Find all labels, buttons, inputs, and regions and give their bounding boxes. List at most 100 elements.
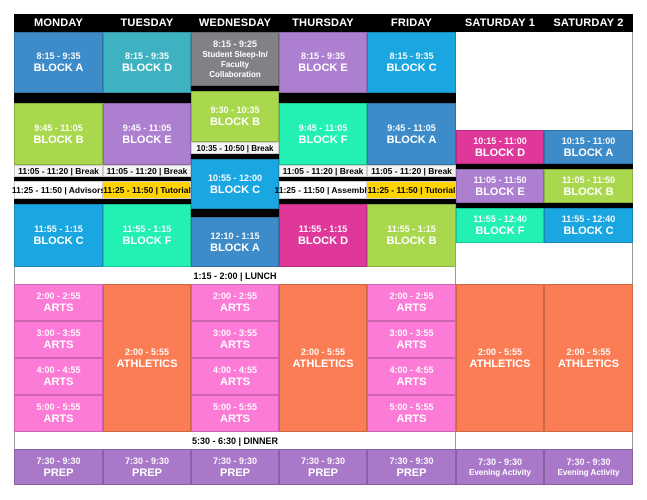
- arts-cell: 5:00 - 5:55 ARTS: [191, 395, 279, 432]
- block-time: 9:45 - 11:05: [122, 122, 172, 133]
- block-time: 9:45 - 11:05: [34, 122, 83, 133]
- block-time: 9:45 - 11:05: [298, 122, 348, 133]
- arts-cell: 4:00 - 4:55 ARTS: [367, 358, 456, 395]
- block-label: BLOCK B: [209, 116, 261, 128]
- block-label: BLOCK C: [209, 183, 261, 196]
- block-label: BLOCK B: [33, 133, 84, 146]
- block-cell: 11:55 - 1:15 BLOCK B: [367, 204, 456, 267]
- break-strip: 11:05 - 11:20 | Break: [103, 165, 191, 177]
- block-cell: 11:55 - 1:15 BLOCK F: [103, 204, 191, 267]
- block-label: BLOCK C: [386, 62, 437, 74]
- block-cell: 9:45 - 11:05 BLOCK A: [367, 103, 456, 165]
- day-header-monday: MONDAY: [14, 14, 103, 32]
- athletics-time: 2:00 - 5:55: [477, 346, 523, 357]
- saturday-empty-dinner: [456, 432, 633, 449]
- saturday-empty-morning: [456, 32, 633, 130]
- prep-label: PREP: [43, 466, 74, 479]
- block-cell: 11:55 - 12:40 BLOCK C: [544, 208, 633, 243]
- day-header-wednesday: WEDNESDAY: [191, 14, 279, 32]
- block-label: Student Sleep-In/ Faculty Collaboration: [202, 49, 268, 79]
- block-cell: 11:55 - 1:15 BLOCK C: [14, 204, 103, 267]
- arts-cell: 2:00 - 2:55 ARTS: [367, 284, 456, 321]
- arts-time: 5:00 - 5:55: [36, 402, 81, 412]
- block-label: BLOCK C: [33, 235, 84, 247]
- arts-time: 3:00 - 3:55: [36, 328, 81, 338]
- separator: [14, 177, 191, 181]
- day-header-saturday-1: SATURDAY 1: [456, 14, 544, 32]
- prep-label: PREP: [308, 466, 338, 479]
- separator: [14, 199, 191, 204]
- athletics-time: 2:00 - 5:55: [566, 346, 611, 357]
- day-header-friday: FRIDAY: [367, 14, 456, 32]
- block-label: BLOCK B: [563, 185, 614, 198]
- arts-label: ARTS: [220, 376, 250, 388]
- break-strip: 11:05 - 11:20 | Break: [279, 165, 367, 177]
- arts-time: 2:00 - 2:55: [212, 291, 258, 301]
- block-cell: 8:15 - 9:25 Student Sleep-In/ Faculty Co…: [191, 32, 279, 86]
- break-strip: 11:05 - 11:20 | Break: [367, 165, 456, 177]
- prep-cell: 7:30 - 9:30 PREP: [279, 449, 367, 485]
- block-cell: 11:55 - 1:15 BLOCK D: [279, 204, 367, 267]
- assembly-strip: 11:25 - 11:50 | Assembly: [274, 181, 372, 199]
- block-cell: 8:15 - 9:35 BLOCK A: [14, 32, 103, 93]
- block-time: 11:05 - 11:50: [473, 174, 527, 185]
- evening-time: 7:30 - 9:30: [566, 456, 611, 467]
- separator: [279, 177, 456, 181]
- arts-cell: 5:00 - 5:55 ARTS: [14, 395, 103, 432]
- block-time: 8:15 - 9:35: [389, 51, 434, 61]
- evening-time: 7:30 - 9:30: [477, 456, 523, 467]
- arts-label: ARTS: [220, 413, 250, 425]
- block-cell: 9:30 - 10:35 BLOCK B: [191, 91, 279, 142]
- athletics-label: ATHLETICS: [469, 357, 531, 370]
- block-time: 10:15 - 11:00: [473, 135, 527, 146]
- arts-time: 2:00 - 2:55: [389, 291, 434, 301]
- block-label: BLOCK B: [386, 235, 437, 247]
- block-label: BLOCK C: [563, 225, 614, 237]
- prep-cell: 7:30 - 9:30 PREP: [103, 449, 191, 485]
- block-time: 8:15 - 9:35: [36, 51, 81, 61]
- prep-label: PREP: [220, 466, 250, 479]
- block-cell: 10:55 - 12:00 BLOCK C: [191, 159, 279, 209]
- lunch-row: 1:15 - 2:00 | LUNCH: [14, 267, 456, 284]
- arts-label: ARTS: [220, 302, 250, 314]
- arts-label: ARTS: [396, 302, 427, 314]
- prep-label: PREP: [396, 466, 427, 479]
- block-cell: 10:15 - 11:00 BLOCK D: [456, 130, 544, 164]
- separator: [279, 93, 456, 103]
- block-cell: 11:05 - 11:50 BLOCK B: [544, 169, 633, 203]
- block-time: 11:05 - 11:50: [561, 174, 616, 185]
- prep-time: 7:30 - 9:30: [212, 455, 258, 466]
- block-cell: 11:05 - 11:50 BLOCK E: [456, 169, 544, 203]
- prep-time: 7:30 - 9:30: [300, 455, 346, 466]
- block-cell: 8:15 - 9:35 BLOCK E: [279, 32, 367, 93]
- prep-time: 7:30 - 9:30: [124, 455, 170, 466]
- prep-time: 7:30 - 9:30: [389, 455, 434, 466]
- block-time: 9:30 - 10:35: [210, 105, 260, 115]
- saturday-empty-lunch: [456, 243, 633, 285]
- athletics-label: ATHLETICS: [558, 357, 619, 370]
- tutorial-strip: 11:25 - 11:50 | Tutorial: [103, 181, 191, 199]
- block-time: 10:15 - 11:00: [561, 135, 616, 146]
- evening-label: Evening Activity: [469, 467, 531, 477]
- athletics-cell: 2:00 - 5:55 ATHLETICS: [456, 284, 544, 432]
- break-strip: 11:05 - 11:20 | Break: [14, 165, 103, 177]
- block-cell: 9:45 - 11:05 BLOCK E: [103, 103, 191, 165]
- block-time: 11:55 - 12:40: [473, 214, 527, 224]
- arts-time: 5:00 - 5:55: [212, 402, 258, 412]
- advisors-strip: 11:25 - 11:50 | Advisors: [12, 181, 105, 199]
- arts-label: ARTS: [396, 413, 427, 425]
- day-header-saturday-2: SATURDAY 2: [544, 14, 633, 32]
- block-label: BLOCK D: [474, 146, 526, 159]
- block-label: BLOCK A: [210, 241, 260, 254]
- separator: [191, 86, 279, 91]
- arts-time: 5:00 - 5:55: [389, 402, 434, 412]
- block-time: 8:15 - 9:35: [124, 51, 170, 61]
- arts-cell: 5:00 - 5:55 ARTS: [367, 395, 456, 432]
- arts-label: ARTS: [396, 376, 427, 388]
- block-label: BLOCK D: [121, 62, 173, 74]
- block-label: BLOCK E: [475, 185, 525, 198]
- block-time: 11:55 - 1:15: [298, 224, 348, 234]
- break-strip: 10:35 - 10:50 | Break: [191, 142, 279, 154]
- athletics-cell: 2:00 - 5:55 ATHLETICS: [279, 284, 367, 432]
